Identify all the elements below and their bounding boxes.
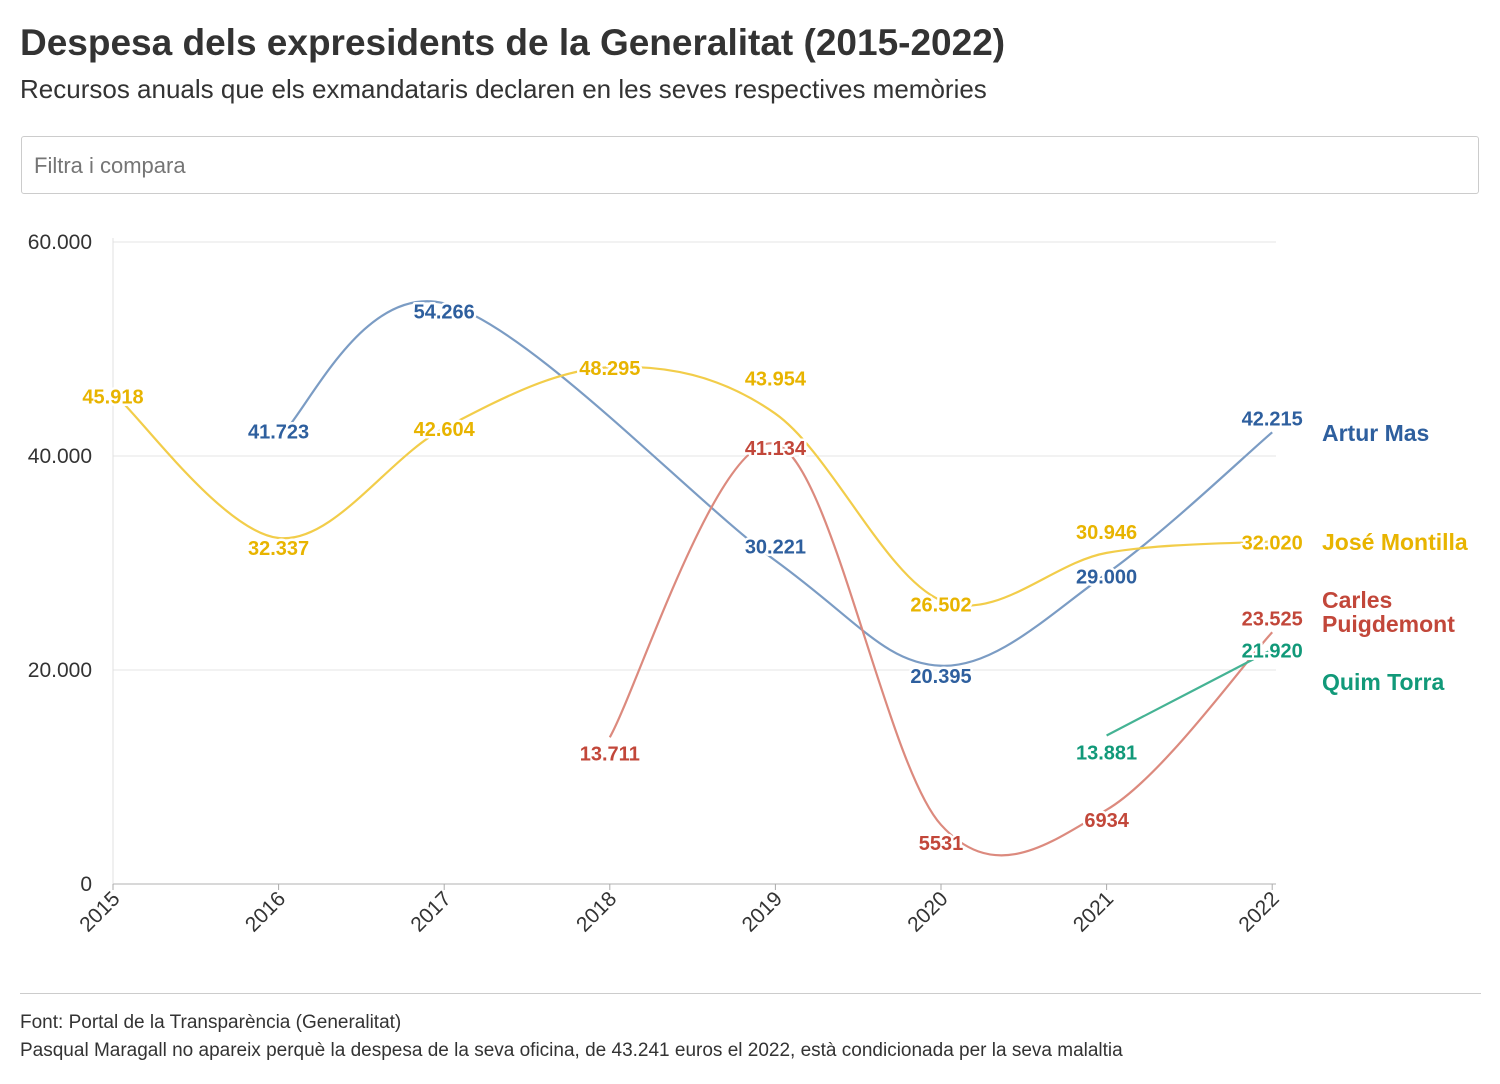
data-label: 29.000: [1076, 567, 1137, 589]
data-label: 6934: [1084, 810, 1129, 832]
footer-divider: [20, 993, 1481, 994]
x-tick-label: 2022: [1234, 887, 1283, 936]
data-label: 5531: [919, 833, 964, 855]
data-label: 32.337: [248, 538, 309, 560]
data-label: 13.711: [580, 743, 640, 765]
series-line-quim-torra: [1106, 648, 1273, 737]
x-tick-label: 2019: [738, 887, 787, 936]
data-label: 41.723: [248, 422, 309, 444]
footnote: Pasqual Maragall no apareix perquè la de…: [20, 1040, 1123, 1061]
y-tick-label: 0: [80, 873, 92, 896]
data-label: 23.525: [1242, 608, 1303, 630]
data-label: 45.918: [82, 387, 143, 409]
data-label: 42.604: [414, 419, 476, 441]
filter-input[interactable]: [32, 152, 1436, 180]
source-note: Font: Portal de la Transparència (Genera…: [20, 1012, 402, 1033]
data-label: 43.954: [745, 369, 807, 391]
data-label: 54.266: [414, 301, 475, 323]
series-line-jos-montilla: [112, 365, 1273, 607]
data-label: 20.395: [910, 666, 971, 688]
series-name-label: Carles: [1322, 587, 1392, 613]
series-line-artur-mas: [277, 300, 1273, 667]
series-line-carles-puigdemont: [608, 442, 1274, 857]
x-tick-label: 2020: [903, 887, 952, 936]
x-tick-label: 2021: [1069, 887, 1118, 936]
data-label: 32.020: [1242, 532, 1303, 554]
data-label: 21.920: [1242, 640, 1303, 662]
data-label: 42.215: [1242, 408, 1303, 430]
series-name-label: Quim Torra: [1322, 669, 1444, 695]
data-label: 48.295: [579, 358, 640, 380]
series-name-label: Artur Mas: [1322, 420, 1429, 446]
series-name-label: José Montilla: [1322, 529, 1468, 555]
y-tick-label: 60.000: [28, 231, 92, 254]
y-tick-label: 40.000: [28, 445, 92, 468]
chart-subtitle: Recursos anuals que els exmandataris dec…: [20, 74, 987, 104]
data-label: 30.221: [745, 537, 806, 559]
data-label: 30.946: [1076, 522, 1137, 544]
data-label: 13.881: [1076, 742, 1137, 764]
filter-box[interactable]: [21, 136, 1479, 194]
x-tick-label: 2018: [572, 887, 621, 936]
data-label: 26.502: [910, 594, 971, 616]
x-tick-label: 2017: [406, 887, 455, 936]
chart-title: Despesa dels expresidents de la Generali…: [20, 22, 1006, 63]
data-label: 41.134: [745, 438, 807, 460]
x-tick-label: 2016: [241, 887, 290, 936]
series-name-label: Puigdemont: [1322, 611, 1455, 637]
y-tick-label: 20.000: [28, 659, 92, 682]
